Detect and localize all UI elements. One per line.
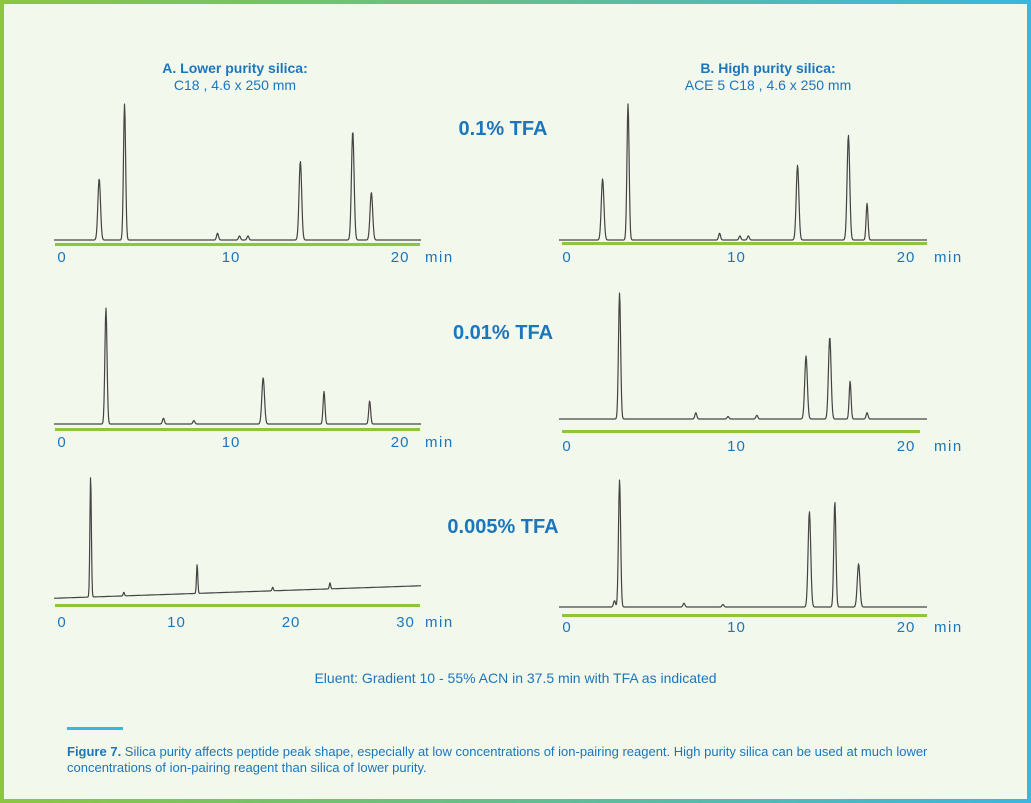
x-unit-label-4: min (934, 438, 963, 455)
caption-rule (67, 727, 123, 730)
x-tick-label-3-2: 20 (897, 249, 916, 266)
panel-b-title-sub: ACE 5 C18 , 4.6 x 250 mm (684, 77, 852, 93)
x-unit-label-0: min (425, 249, 454, 266)
x-tick-label-2-1: 10 (167, 614, 186, 631)
x-tick-label-2-0: 0 (57, 614, 66, 631)
x-tick-label-0-2: 20 (391, 249, 410, 266)
x-axis-1 (55, 428, 420, 431)
panel-b-title-bold: B. High purity silica: (700, 60, 836, 76)
x-tick-label-0-1: 10 (222, 249, 241, 266)
x-axis-3 (562, 242, 927, 245)
x-tick-label-5-1: 10 (727, 619, 746, 636)
x-tick-label-5-0: 0 (562, 619, 571, 636)
x-tick-label-4-0: 0 (562, 438, 571, 455)
x-axis-0 (55, 243, 420, 246)
eluent-note: Eluent: Gradient 10 - 55% ACN in 37.5 mi… (314, 670, 717, 686)
x-unit-label-3: min (934, 249, 963, 266)
x-unit-label-5: min (934, 619, 963, 636)
tfa-label-0: 0.1% TFA (458, 118, 548, 140)
panel-a-title-sub: C18 , 4.6 x 250 mm (173, 77, 297, 93)
x-tick-label-1-0: 0 (57, 434, 66, 451)
chromatogram-trace-3 (558, 103, 928, 241)
tfa-label-1: 0.01% TFA (452, 322, 554, 344)
x-tick-label-1-2: 20 (391, 434, 410, 451)
x-tick-label-0-0: 0 (57, 249, 66, 266)
chromatogram-trace-2 (53, 477, 422, 599)
x-tick-label-4-1: 10 (727, 438, 746, 455)
caption-label: Figure 7. (67, 744, 122, 759)
x-unit-label-2: min (425, 614, 454, 631)
x-tick-label-4-2: 20 (897, 438, 916, 455)
x-tick-label-3-1: 10 (727, 249, 746, 266)
x-tick-label-1-1: 10 (222, 434, 241, 451)
x-axis-4 (562, 430, 920, 433)
chromatogram-trace-5 (558, 479, 928, 608)
x-unit-label-1: min (425, 434, 454, 451)
x-tick-label-3-0: 0 (562, 249, 571, 266)
chromatogram-trace-0 (53, 103, 422, 241)
figure-caption: Figure 7. Silica purity affects peptide … (67, 744, 967, 776)
x-tick-label-2-3: 30 (396, 614, 415, 631)
chromatogram-trace-4 (558, 292, 928, 420)
x-tick-label-2-2: 20 (282, 614, 301, 631)
panel-a-title-bold: A. Lower purity silica: (162, 60, 308, 76)
caption-text: Silica purity affects peptide peak shape… (67, 744, 928, 775)
x-tick-label-5-2: 20 (897, 619, 916, 636)
chromatogram-trace-1 (53, 307, 422, 425)
tfa-label-2: 0.005% TFA (447, 516, 559, 538)
x-axis-2 (55, 604, 420, 607)
panel-a-title: A. Lower purity silica: C18 , 4.6 x 250 … (85, 60, 385, 94)
x-axis-5 (562, 614, 927, 617)
panel-b-title: B. High purity silica: ACE 5 C18 , 4.6 x… (618, 60, 918, 94)
